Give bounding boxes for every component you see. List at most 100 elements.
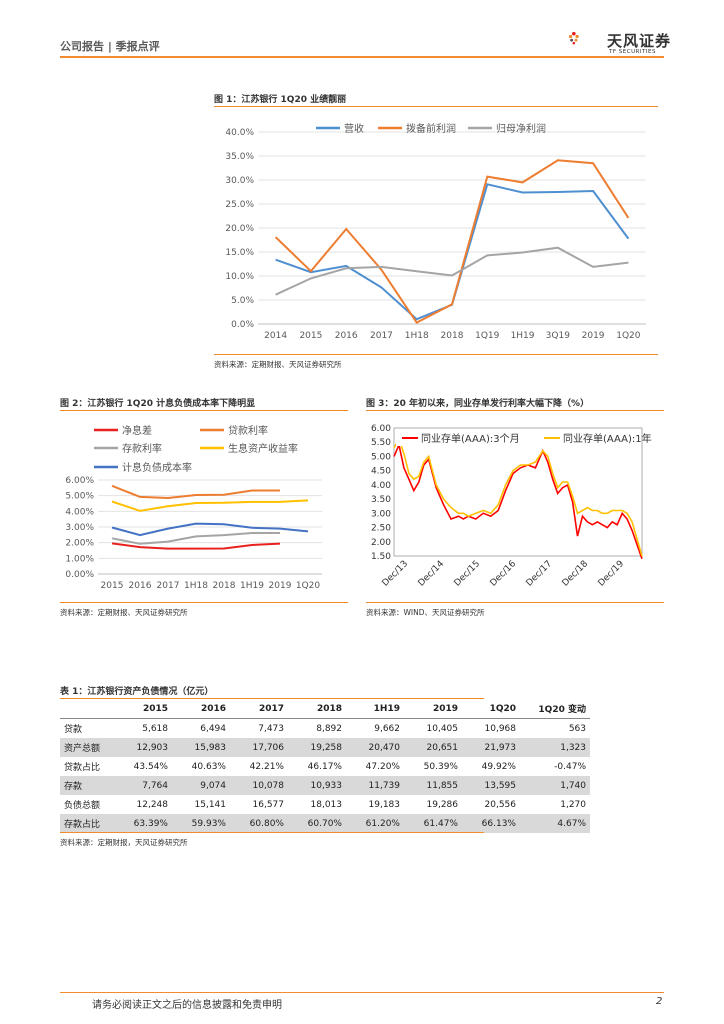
table-cell: 21,973 xyxy=(462,738,520,757)
table-cell: 18,013 xyxy=(310,799,343,810)
x-tick-label: Dec/19 xyxy=(596,559,626,589)
x-tick-label: 1H19 xyxy=(240,581,264,591)
y-tick-label: 0.0% xyxy=(231,320,254,330)
table-cell: 19,286 xyxy=(426,799,459,810)
table-cell: 50.39% xyxy=(423,761,458,772)
x-tick-label: 1H18 xyxy=(405,331,429,341)
fig1-top-rule xyxy=(214,106,658,107)
table-cell: 15,983 xyxy=(172,738,230,757)
logo-icon xyxy=(568,31,579,45)
y-tick-label: 25.0% xyxy=(225,200,254,210)
fig2-bottom-rule xyxy=(60,602,348,603)
table-cell: 61.20% xyxy=(346,814,404,833)
balance-sheet-table: 2015 2016 2017 2018 1H19 2019 1Q20 1Q20 变动 贷款 5,6… xyxy=(60,699,590,833)
y-tick-label: 4.50 xyxy=(371,467,391,477)
y-tick-label: 4.00 xyxy=(371,481,391,491)
table-cell: 10,078 xyxy=(230,776,288,795)
footer-disclaimer: 请务必阅读正文之后的信息披露和免责申明 xyxy=(92,1000,282,1011)
y-tick-label: 5.00 xyxy=(371,452,391,462)
table-cell: 47.20% xyxy=(365,761,400,772)
fig1-chart: 0.0% 5.0% 10.0% 15.0% 20.0% 25.0% 30.0% 35.0% 40… xyxy=(225,122,646,341)
table-cell: 60.70% xyxy=(288,814,346,833)
table-cell: 19,183 xyxy=(368,799,401,810)
column-header: 2017 xyxy=(230,699,288,719)
table-cell: 10,968 xyxy=(484,723,517,734)
x-tick-label: Dec/18 xyxy=(560,559,590,589)
x-tick-label: 1Q20 xyxy=(296,581,321,591)
column-header: 1Q20 变动 xyxy=(520,699,590,719)
table-cell: 42.21% xyxy=(249,761,284,772)
header-divider xyxy=(60,56,664,58)
series-line-3 xyxy=(111,499,309,512)
x-tick-label: 2015 xyxy=(299,331,322,341)
legend-label-1: 拨备前利润 xyxy=(406,122,456,135)
table1-bottom-rule xyxy=(60,832,484,833)
table-row: 存款占比 63.39% 59.93% 60.80% 60.70% 61.20% 61.47%… xyxy=(60,814,590,833)
x-tick-label: 2017 xyxy=(157,581,180,591)
legend-label-0: 同业存单(AAA):3个月 xyxy=(421,432,520,445)
y-tick-label: 4.00% xyxy=(65,507,94,517)
y-tick-label: 5.00% xyxy=(65,492,94,502)
table-cell: 16,577 xyxy=(252,799,285,810)
x-tick-label: 2016 xyxy=(129,581,152,591)
series-line-1 xyxy=(393,437,643,557)
y-tick-label: 3.00 xyxy=(371,509,391,519)
y-tick-label: 40.0% xyxy=(225,128,254,138)
table-cell: 49.92% xyxy=(481,761,516,772)
table-cell: 10,933 xyxy=(288,776,346,795)
table-cell: 1,740 xyxy=(520,776,590,795)
y-tick-label: 6.00% xyxy=(65,476,94,486)
y-tick-label: 1.00% xyxy=(65,554,94,564)
x-tick-label: Dec/15 xyxy=(452,559,482,589)
table-cell: 12,903 xyxy=(114,738,172,757)
x-tick-label: 1H19 xyxy=(511,331,535,341)
table-row: 贷款 5,618 6,494 7,473 8,892 9,662 10,405 10,968 5… xyxy=(60,719,590,739)
x-tick-label: 2017 xyxy=(370,331,393,341)
table-cell: 20,651 xyxy=(404,738,462,757)
table1-title: 表 1：江苏银行资产负债情况（亿元） xyxy=(60,687,214,697)
column-header xyxy=(60,699,114,719)
table-cell: 12,248 xyxy=(136,799,169,810)
y-tick-label: 10.0% xyxy=(225,272,254,282)
x-tick-label: 1Q19 xyxy=(475,331,500,341)
table-cell: 66.13% xyxy=(462,814,520,833)
table-cell: 60.80% xyxy=(230,814,288,833)
x-tick-label: 1H18 xyxy=(184,581,208,591)
y-tick-label: 35.0% xyxy=(225,152,254,162)
legend-label-3: 生息资产收益率 xyxy=(228,442,298,455)
fig3-bottom-rule xyxy=(366,602,664,603)
y-tick-label: 6.00 xyxy=(371,424,391,434)
table-cell: 8,892 xyxy=(316,723,342,734)
x-tick-label: Dec/16 xyxy=(488,559,518,589)
table-cell: 1,323 xyxy=(520,738,590,757)
y-tick-label: 3.50 xyxy=(371,495,391,505)
table-cell: 11,855 xyxy=(404,776,462,795)
page-number: 2 xyxy=(656,996,663,1007)
legend-label-4: 计息负债成本率 xyxy=(122,461,192,474)
legend-label-0: 营收 xyxy=(344,122,364,135)
legend-label-2: 存款利率 xyxy=(122,442,162,455)
table-cell: 61.47% xyxy=(404,814,462,833)
fig1-title: 图 1：江苏银行 1Q20 业绩靓丽 xyxy=(214,95,347,105)
table-cell: 1,270 xyxy=(560,799,586,810)
x-tick-label: 2016 xyxy=(335,331,358,341)
table-cell: 10,405 xyxy=(426,723,459,734)
table-cell: 20,556 xyxy=(484,799,517,810)
table-cell: -0.47% xyxy=(554,761,586,772)
table-cell: 46.17% xyxy=(307,761,342,772)
table-header-row: 2015 2016 2017 2018 1H19 2019 1Q20 1Q20 变动 xyxy=(60,699,590,719)
table-cell: 7,473 xyxy=(258,723,284,734)
fig3-top-rule xyxy=(366,410,664,411)
y-tick-label: 0.00% xyxy=(65,570,94,580)
table-row: 资产总额 12,903 15,983 17,706 19,258 20,470 20,651… xyxy=(60,738,590,757)
x-tick-label: 2019 xyxy=(269,581,292,591)
table-cell: 43.54% xyxy=(133,761,168,772)
y-tick-label: 20.0% xyxy=(225,224,254,234)
table1-top-rule xyxy=(60,698,484,699)
legend-box xyxy=(396,430,640,446)
x-tick-label: 2019 xyxy=(582,331,605,341)
x-tick-label: 1Q20 xyxy=(616,331,641,341)
x-tick-label: 2018 xyxy=(213,581,236,591)
fig1-bottom-rule xyxy=(214,354,658,355)
table-cell: 20,470 xyxy=(346,738,404,757)
